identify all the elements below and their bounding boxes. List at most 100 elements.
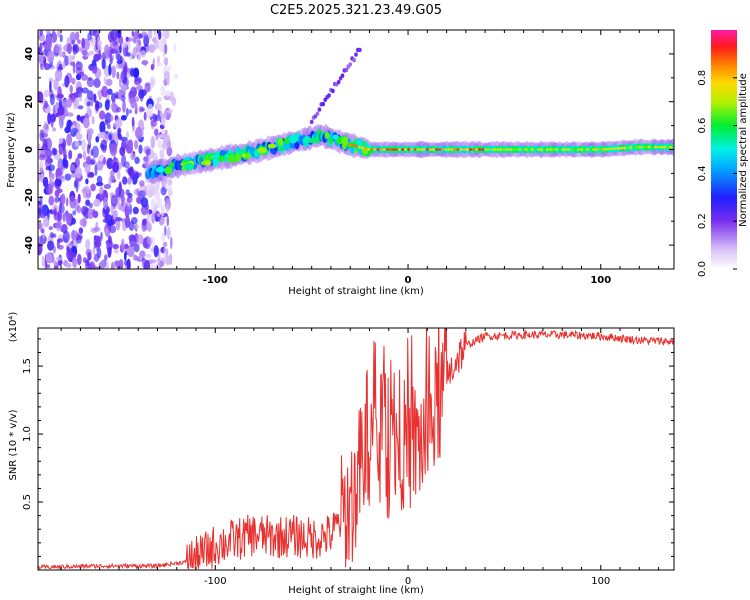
noise-speck [120, 84, 128, 92]
noise-speck [56, 256, 63, 261]
noise-speck [129, 68, 135, 77]
noise-speck [71, 55, 76, 61]
noise-speck [118, 77, 122, 88]
noise-speck [164, 225, 167, 237]
noise-speck [56, 93, 63, 102]
signal-blob [324, 131, 330, 140]
noise-speck [62, 147, 67, 159]
signal-peak [570, 148, 574, 151]
signal-peak [657, 145, 661, 149]
noise-speck [124, 61, 128, 75]
noise-speck [81, 87, 89, 94]
signal-peak [487, 148, 491, 151]
noise-speck [173, 73, 179, 80]
noise-speck [56, 175, 65, 180]
noise-speck [147, 103, 154, 117]
noise-speck [60, 193, 66, 206]
signal-peak [638, 145, 642, 149]
colorbar-gradient [711, 30, 737, 269]
echo-streak [315, 111, 320, 116]
noise-speck [77, 105, 84, 110]
chart-title: C2E5.2025.321.23.49.G05 [270, 3, 442, 18]
noise-speck [125, 107, 129, 117]
noise-speck [74, 180, 77, 188]
noise-speck [40, 213, 46, 219]
x-tick-label: 0 [405, 275, 412, 286]
noise-speck [107, 88, 113, 95]
signal-blob [241, 153, 246, 158]
x-tick-label: 100 [590, 275, 611, 286]
noise-speck [170, 236, 173, 250]
noise-speck [104, 254, 108, 261]
noise-speck [147, 223, 152, 232]
noise-speck [74, 44, 79, 54]
colorbar-tick-label: 0.2 [697, 213, 708, 229]
noise-speck [162, 241, 168, 247]
noise-speck [86, 259, 90, 267]
noise-speck [104, 99, 110, 111]
signal-peak [616, 147, 621, 150]
noise-speck [150, 247, 155, 253]
noise-speck [48, 164, 55, 172]
noise-speck [91, 145, 99, 159]
noise-speck [75, 61, 83, 71]
signal-peak [453, 148, 457, 151]
signal-peak [438, 148, 442, 151]
noise-speck [95, 235, 101, 244]
noise-speck [71, 127, 79, 134]
noise-speck [86, 101, 91, 107]
signal-peak [521, 148, 525, 151]
signal-blob [155, 166, 165, 173]
noise-speck [153, 206, 157, 215]
noise-speck [139, 250, 146, 258]
noise-speck [40, 55, 45, 62]
noise-speck [95, 221, 99, 232]
noise-speck [139, 172, 142, 177]
noise-speck [65, 197, 69, 207]
noise-speck [77, 91, 83, 98]
noise-speck [127, 245, 135, 258]
snr-xlabel: Height of straight line (km) [288, 585, 424, 596]
noise-speck [39, 234, 47, 245]
noise-speck [52, 127, 56, 132]
noise-speck [38, 236, 42, 245]
noise-speck [54, 196, 59, 204]
noise-speck [99, 121, 106, 134]
noise-speck [95, 101, 103, 109]
noise-speck [95, 136, 100, 143]
noise-speck [86, 128, 94, 135]
signal-peak [644, 145, 648, 149]
noise-speck [154, 114, 161, 122]
signal-peak [629, 146, 633, 149]
colorbar-ticks: 0.0 0.2 0.4 0.6 0.8 [697, 70, 737, 277]
noise-speck [144, 60, 147, 67]
noise-speck [119, 44, 122, 54]
signal-peak [595, 148, 599, 151]
noise-speck [109, 143, 118, 157]
noise-speck [163, 109, 168, 119]
echo-streak [358, 47, 362, 53]
noise-speck [166, 226, 171, 240]
signal-peak [564, 148, 568, 151]
signal-peak [546, 148, 550, 151]
noise-speck [150, 119, 158, 127]
signal-peak [478, 148, 482, 151]
noise-speck [108, 133, 113, 141]
noise-speck [108, 176, 112, 186]
signal-peak [592, 148, 596, 151]
noise-speck [70, 230, 78, 240]
noise-speck [162, 30, 166, 35]
y-tick-label: 20 [24, 95, 35, 109]
noise-speck [105, 119, 109, 126]
signal-peak [450, 148, 454, 151]
noise-speck [64, 173, 72, 181]
signal-blob [169, 162, 175, 168]
noise-speck [115, 217, 122, 222]
signal-peak [650, 145, 655, 149]
noise-speck [90, 149, 94, 156]
noise-speck [64, 75, 70, 88]
noise-speck [51, 147, 57, 156]
noise-speck [57, 244, 64, 250]
noise-speck [44, 100, 48, 110]
noise-speck [112, 243, 119, 250]
